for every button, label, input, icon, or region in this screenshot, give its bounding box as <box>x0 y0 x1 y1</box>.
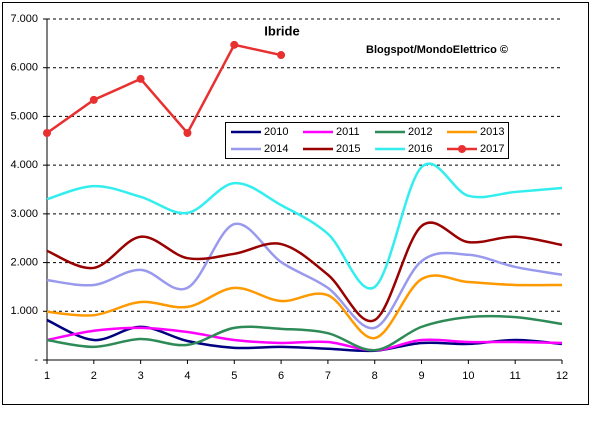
series-line <box>46 162 563 290</box>
chart-title: Ibride <box>264 23 299 38</box>
legend-label: 2014 <box>264 143 288 155</box>
point-marker <box>183 128 192 137</box>
x-tick-label: 8 <box>372 370 378 382</box>
x-tick-label: 12 <box>556 370 568 382</box>
x-tick-label: 2 <box>91 370 97 382</box>
legend-marker <box>458 145 466 153</box>
x-tick-label: 5 <box>231 370 237 382</box>
series-line <box>46 222 563 330</box>
y-tick-label: 6.000 <box>10 62 38 74</box>
x-tick-label: 7 <box>325 370 331 382</box>
x-tick-label: 4 <box>184 370 190 382</box>
x-tick-label: 9 <box>418 370 424 382</box>
x-tick-label: 10 <box>462 370 474 382</box>
y-tick-label: 1.000 <box>10 305 38 317</box>
legend-label: 2011 <box>336 126 360 138</box>
legend-label: 2016 <box>408 143 432 155</box>
series-line <box>46 274 563 340</box>
y-tick-label: 3.000 <box>10 208 38 220</box>
x-tick-label: 3 <box>138 370 144 382</box>
point-marker <box>136 74 145 83</box>
point-marker <box>43 128 51 137</box>
y-tick-label: 4.000 <box>10 159 38 171</box>
chart-subtitle: Blogspot/MondoElettrico © <box>366 44 508 56</box>
x-tick-label: 6 <box>278 370 284 382</box>
y-tick-label: 2.000 <box>10 256 38 268</box>
point-marker <box>230 40 239 49</box>
series-line <box>46 43 282 136</box>
y-tick-label: - <box>34 354 38 366</box>
legend-label: 2010 <box>264 126 288 138</box>
x-tick-label: 11 <box>509 370 520 382</box>
series-line <box>46 326 563 352</box>
x-tick-label: 1 <box>44 370 50 382</box>
y-tick-label: 7.000 <box>10 13 38 25</box>
chart-frame <box>2 2 589 405</box>
legend-label: 2015 <box>336 143 360 155</box>
point-marker <box>277 51 286 60</box>
legend-label: 2017 <box>480 143 504 155</box>
legend-label: 2012 <box>408 126 432 138</box>
y-tick-label: 5.000 <box>10 110 38 122</box>
legend-label: 2013 <box>480 126 504 138</box>
series-line <box>46 221 563 323</box>
point-marker <box>89 95 98 104</box>
series-line <box>46 314 563 352</box>
